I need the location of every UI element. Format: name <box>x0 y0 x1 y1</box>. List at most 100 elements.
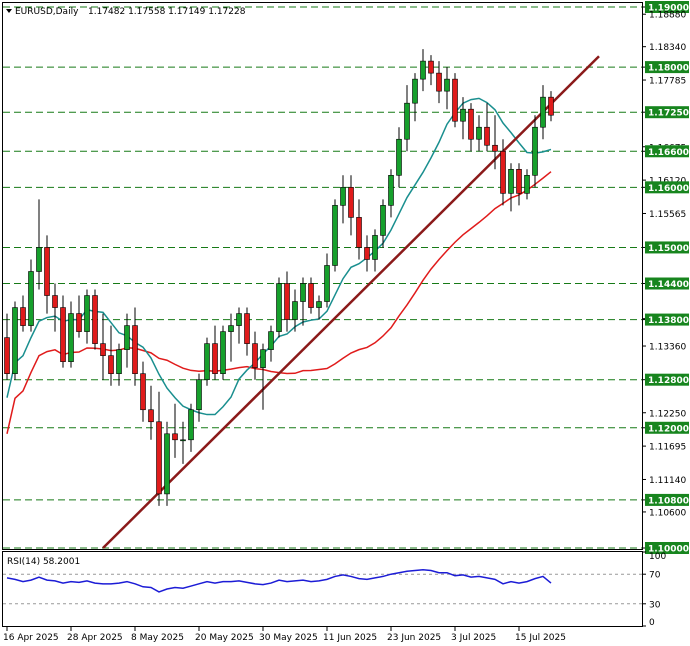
candle-body <box>28 271 34 326</box>
candle <box>76 295 82 338</box>
rsi-label: RSI(14) 58.2001 <box>7 557 80 567</box>
x-tick-label: 30 May 2025 <box>259 633 318 643</box>
level-label-box <box>645 542 689 554</box>
candle-body <box>76 313 82 332</box>
candle-body <box>20 307 26 326</box>
candle <box>20 295 26 332</box>
candle <box>164 421 170 506</box>
candle <box>12 301 18 380</box>
level-label: 1.12000 <box>648 424 689 434</box>
x-tick-label: 11 Jun 2025 <box>323 633 377 643</box>
candle-body <box>428 60 434 74</box>
level-label-box <box>645 313 689 326</box>
candle-body <box>156 421 162 495</box>
candle <box>436 61 442 104</box>
candle-body <box>260 349 266 368</box>
price-pane <box>2 2 643 550</box>
candle <box>476 115 482 152</box>
candle <box>100 313 106 380</box>
trendline-line <box>102 55 600 549</box>
x-tick-label: 15 Jul 2025 <box>515 633 566 643</box>
candle <box>388 169 394 218</box>
y-tick-label: 1.18340 <box>649 43 686 53</box>
candle-body <box>228 325 234 332</box>
candle <box>516 163 522 206</box>
candle-body <box>36 247 42 272</box>
candle <box>500 139 506 206</box>
candle <box>148 385 154 440</box>
candle-body <box>364 247 370 260</box>
candle-body <box>348 187 354 218</box>
candle-body <box>180 439 186 442</box>
candle <box>44 235 50 314</box>
candle-body <box>540 96 546 128</box>
candle <box>540 85 546 140</box>
level-label-box <box>645 277 689 290</box>
candle <box>364 235 370 272</box>
x-tick-label: 16 Apr 2025 <box>3 633 59 643</box>
dropdown-triangle-icon[interactable] <box>6 9 12 13</box>
candle <box>212 325 218 380</box>
candle <box>220 325 226 380</box>
candle-body <box>340 187 346 206</box>
candle <box>404 85 410 152</box>
level-label: 1.16600 <box>648 148 689 158</box>
candle-body <box>308 283 314 308</box>
level-label: 1.16000 <box>648 184 689 194</box>
candle <box>84 289 90 344</box>
candle-body <box>124 325 130 350</box>
candle-body <box>412 78 418 104</box>
chart-header: EURUSD,Daily 1.17482 1.17558 1.17149 1.1… <box>6 7 246 17</box>
candle <box>156 391 162 506</box>
candle-body <box>220 331 226 374</box>
candle-body <box>204 343 210 380</box>
candle <box>492 115 498 170</box>
candle <box>348 175 354 236</box>
rsi-pane <box>2 551 643 627</box>
candle-body <box>212 343 218 374</box>
y-tick-label: 1.13360 <box>649 343 686 353</box>
level-label-box <box>645 241 689 254</box>
candle <box>420 49 426 92</box>
candle <box>452 73 458 128</box>
candle-body <box>196 379 202 411</box>
candle-body <box>460 108 466 122</box>
candle-body <box>468 108 474 140</box>
candle-body <box>316 301 322 308</box>
candle-body <box>84 295 90 332</box>
candle <box>524 169 530 200</box>
level-label-box <box>645 421 689 434</box>
candle-body <box>444 78 450 92</box>
candle-body <box>436 72 442 92</box>
candle <box>236 307 242 344</box>
candle <box>460 97 466 140</box>
candle <box>4 313 10 380</box>
candle <box>444 67 450 110</box>
level-label-box <box>645 106 689 119</box>
candle-body <box>492 144 498 152</box>
x-tick-label: 8 May 2025 <box>131 633 184 643</box>
candle-body <box>244 313 250 344</box>
trendline <box>102 55 600 549</box>
candle <box>412 73 418 122</box>
y-tick-label: 1.17785 <box>649 77 686 87</box>
candle-body <box>252 343 258 368</box>
candle <box>252 331 258 380</box>
x-tick-label: 20 May 2025 <box>195 633 254 643</box>
candle-body <box>108 355 114 374</box>
candle-body <box>396 138 402 176</box>
level-label-box <box>645 373 689 386</box>
candle <box>60 295 66 368</box>
rsi-line <box>6 569 552 593</box>
symbol-label: EURUSD,Daily <box>15 7 79 17</box>
candle-body <box>188 409 194 441</box>
candle <box>132 307 138 386</box>
candle-body <box>372 235 378 260</box>
y-tick-label: 1.18880 <box>649 11 686 21</box>
candle <box>68 301 74 368</box>
candle <box>92 289 98 350</box>
candle-body <box>548 96 554 116</box>
candle <box>260 343 266 410</box>
